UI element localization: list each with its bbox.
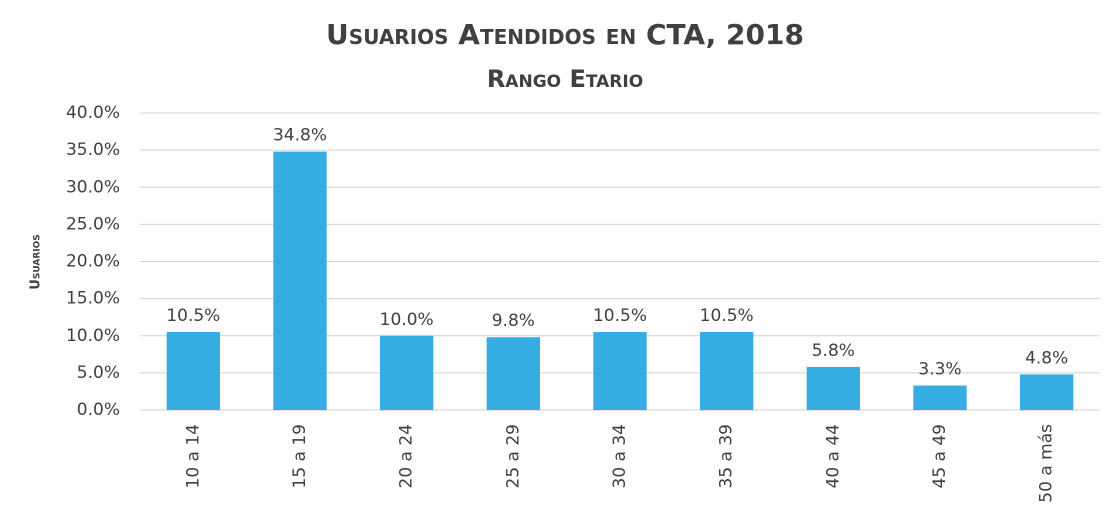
y-tick-label: 40.0% <box>66 103 120 123</box>
chart-subtitle: Rango Etario <box>487 65 643 93</box>
data-label: 5.8% <box>812 341 855 361</box>
data-label: 10.5% <box>593 306 647 326</box>
bar <box>273 151 327 411</box>
x-tick-label: 40 a 44 <box>823 424 843 489</box>
bar <box>913 385 967 410</box>
y-tick-label: 20.0% <box>66 252 120 272</box>
x-tick-label: 45 a 49 <box>930 424 950 489</box>
x-tick-label: 20 a 24 <box>397 424 417 489</box>
x-tick-label: 30 a 34 <box>610 424 630 489</box>
data-label: 34.8% <box>273 126 327 146</box>
data-label: 10.5% <box>700 306 754 326</box>
data-label: 3.3% <box>918 359 961 379</box>
data-label: 10.5% <box>166 306 220 326</box>
bar <box>700 332 754 410</box>
y-axis-label: Usuarios <box>29 234 44 289</box>
x-tick-label: 15 a 19 <box>290 424 310 489</box>
bar <box>1020 374 1074 410</box>
x-tick-label: 10 a 14 <box>183 424 203 489</box>
x-tick-label: 50 a más <box>1037 424 1057 503</box>
data-label: 10.0% <box>380 310 434 330</box>
y-tick-label: 15.0% <box>66 289 120 309</box>
y-tick-label: 0.0% <box>77 400 120 420</box>
bar <box>593 332 647 410</box>
data-label: 9.8% <box>492 311 535 331</box>
bar <box>166 332 220 410</box>
bar <box>486 337 540 410</box>
x-tick-label: 25 a 29 <box>503 424 523 489</box>
y-tick-label: 5.0% <box>77 363 120 383</box>
y-tick-label: 30.0% <box>66 177 120 197</box>
y-tick-label: 10.0% <box>66 326 120 346</box>
bar <box>806 366 860 410</box>
x-tick-label: 35 a 39 <box>717 424 737 489</box>
bar <box>380 335 434 410</box>
y-tick-label: 25.0% <box>66 214 120 234</box>
chart-title: Usuarios Atendidos en CTA, 2018 <box>326 18 804 51</box>
data-label: 4.8% <box>1025 348 1068 368</box>
y-tick-label: 35.0% <box>66 140 120 160</box>
